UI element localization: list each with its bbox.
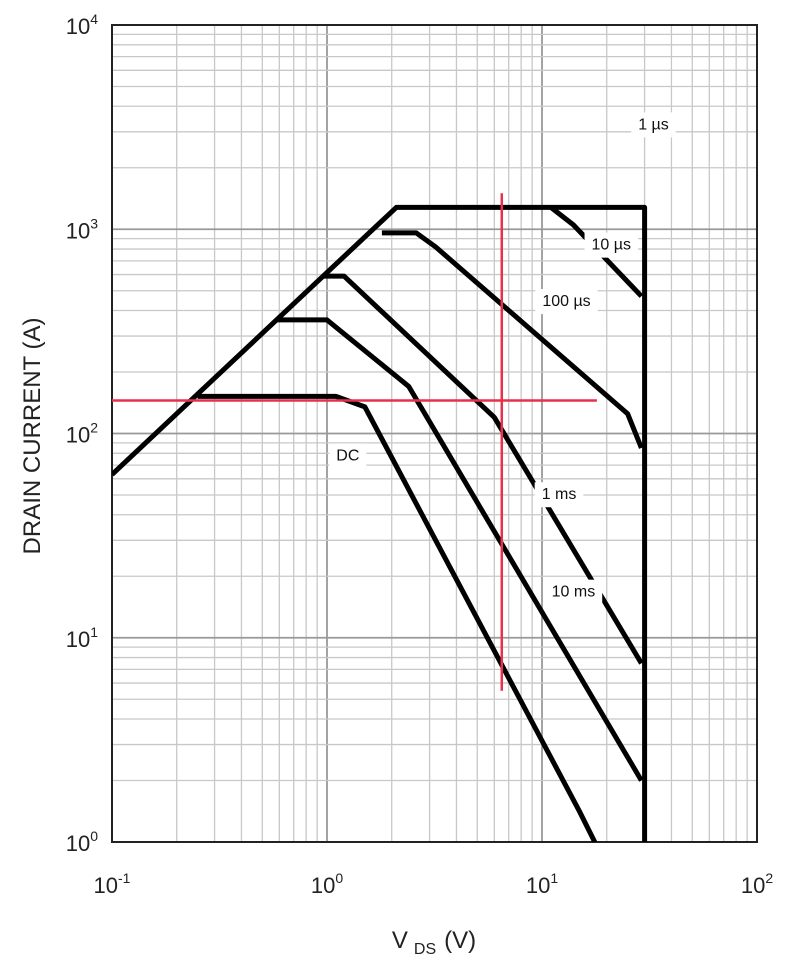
x-tick-label: 10-1 — [94, 870, 131, 898]
y-tick-label: 103 — [66, 215, 98, 243]
x-tick-label: 102 — [741, 870, 773, 898]
x-tick-label-base: 10 — [526, 873, 550, 898]
curve-label-text: 1 ms — [542, 486, 577, 503]
x-tick-label-base: 10 — [741, 873, 765, 898]
curve-label-text: 1 µs — [638, 116, 669, 133]
x-axis-title-unit: (V) — [444, 927, 476, 954]
x-axis-title-main: V — [392, 927, 408, 954]
x-tick-label: 101 — [526, 870, 558, 898]
curve-label-text: 10 ms — [552, 584, 596, 601]
curve-label: 1 µs — [631, 112, 676, 138]
curve — [112, 204, 648, 842]
y-tick-label: 102 — [66, 420, 98, 448]
x-tick-label-base: 10 — [94, 873, 118, 898]
curve-label-background — [631, 112, 676, 138]
curve-label-background — [584, 232, 639, 258]
curve-label-text: 10 µs — [592, 237, 631, 254]
curve-label-background — [544, 579, 603, 605]
x-axis-title: V DS (V) — [392, 927, 476, 958]
x-axis-title-sub: DS — [414, 941, 436, 958]
y-tick-label-base: 10 — [66, 423, 90, 448]
curve-label: DC — [329, 443, 367, 469]
marker-lines — [112, 193, 597, 691]
curve-labels: 1 µs 10 µs 100 µs 1 ms 10 ms DC — [329, 112, 676, 605]
curve-label-background — [329, 443, 367, 469]
curve-label: 1 ms — [534, 482, 584, 508]
x-tick-labels: 10-1 100 101 102 — [94, 870, 774, 898]
x-tick-label-base: 10 — [311, 873, 335, 898]
x-tick-label-exponent: 1 — [550, 870, 558, 886]
curve-label: 10 ms — [544, 579, 603, 605]
curve-label: 100 µs — [535, 289, 598, 315]
grid-lines — [112, 25, 757, 842]
y-tick-label-exponent: 3 — [90, 215, 98, 231]
y-tick-label-exponent: 4 — [90, 11, 98, 27]
curve-label-background — [535, 289, 598, 315]
curve — [276, 317, 644, 782]
y-tick-label-exponent: 1 — [90, 624, 98, 640]
y-tick-label-base: 10 — [66, 627, 90, 652]
curve — [381, 230, 644, 449]
y-tick-label: 101 — [66, 624, 98, 652]
curve — [197, 393, 598, 842]
x-tick-label: 100 — [311, 870, 343, 898]
plot-frame — [111, 24, 758, 843]
curve-label: 10 µs — [584, 232, 639, 258]
y-tick-label-base: 10 — [66, 218, 90, 243]
plot-border — [111, 24, 758, 843]
y-tick-label-base: 10 — [66, 14, 90, 39]
curve-label-text: DC — [336, 447, 359, 464]
y-tick-label-exponent: 2 — [90, 420, 98, 436]
curve — [322, 273, 644, 665]
curve — [549, 205, 644, 298]
y-tick-label: 104 — [66, 11, 98, 39]
y-tick-label-base: 10 — [66, 831, 90, 856]
y-tick-label-exponent: 0 — [90, 828, 98, 844]
curves — [112, 204, 648, 842]
x-tick-label-exponent: -1 — [118, 870, 131, 886]
x-tick-label-exponent: 0 — [335, 870, 343, 886]
y-tick-label: 100 — [66, 828, 98, 856]
x-tick-label-exponent: 2 — [765, 870, 773, 886]
curve-label-text: 100 µs — [542, 293, 590, 310]
curve-label-background — [534, 482, 584, 508]
y-axis-title: DRAIN CURRENT (A) — [19, 318, 46, 555]
